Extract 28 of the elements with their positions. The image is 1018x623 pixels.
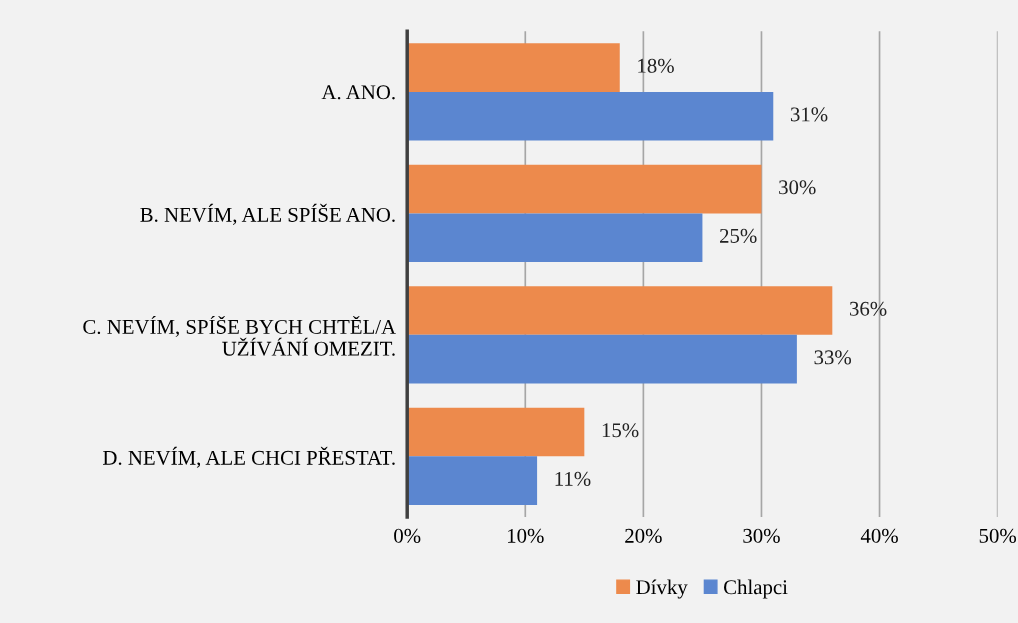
bar <box>407 164 762 214</box>
bar <box>407 91 774 141</box>
legend-label: Dívky <box>636 579 688 599</box>
bar <box>407 456 538 505</box>
data-label: 36% <box>849 301 887 316</box>
data-label: 33% <box>814 350 852 365</box>
data-label: 30% <box>779 180 816 195</box>
x-tick-label: 40% <box>860 528 898 543</box>
data-label: 15% <box>602 423 639 438</box>
x-tick-label: 20% <box>625 528 662 543</box>
data-label: 11% <box>555 471 591 486</box>
x-tick-label: 10% <box>508 528 544 543</box>
x-tick-label: 50% <box>979 528 1017 543</box>
y-tick-label: A. ANO. <box>321 85 395 100</box>
x-tick-label: 0% <box>394 528 421 543</box>
bar <box>407 407 585 457</box>
legend-label: Chlapci <box>724 579 788 599</box>
y-tick-label: C. NEVÍM, SPÍŠE BYCH CHTĚL/A UŽÍVÁNÍ OMEZIT. <box>83 315 396 356</box>
data-label: 25% <box>720 228 757 243</box>
bar <box>407 213 703 262</box>
y-tick-label: B. NEVÍM, ALE SPÍŠE ANO. <box>140 203 395 225</box>
bar <box>407 334 797 384</box>
data-label: 31% <box>790 107 828 122</box>
bar <box>407 286 833 335</box>
bar <box>407 43 620 92</box>
y-tick-label: D. NEVÍM, ALE CHCI PŘESTAT. <box>103 446 395 468</box>
x-tick-label: 30% <box>743 528 780 543</box>
data-label: 18% <box>638 58 674 73</box>
